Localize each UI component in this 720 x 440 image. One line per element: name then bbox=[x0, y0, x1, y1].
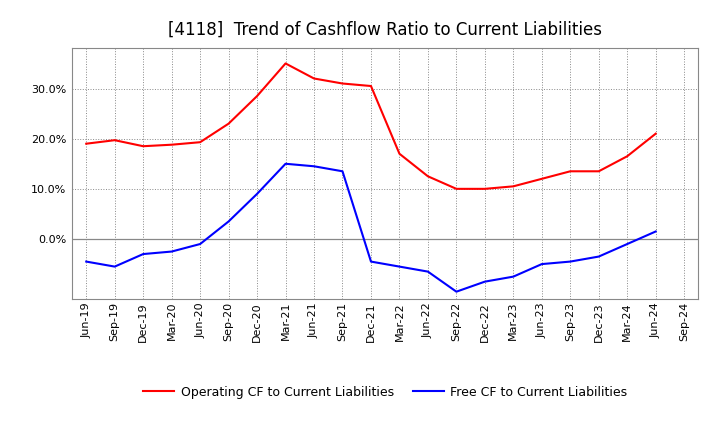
Operating CF to Current Liabilities bbox=[110, 138, 119, 143]
Legend: Operating CF to Current Liabilities, Free CF to Current Liabilities: Operating CF to Current Liabilities, Fre… bbox=[138, 381, 632, 403]
Operating CF to Current Liabilities bbox=[595, 169, 603, 174]
Operating CF to Current Liabilities bbox=[366, 83, 375, 88]
Free CF to Current Liabilities bbox=[595, 254, 603, 259]
Operating CF to Current Liabilities bbox=[338, 81, 347, 86]
Operating CF to Current Liabilities bbox=[167, 142, 176, 147]
Title: [4118]  Trend of Cashflow Ratio to Current Liabilities: [4118] Trend of Cashflow Ratio to Curren… bbox=[168, 21, 602, 39]
Operating CF to Current Liabilities bbox=[566, 169, 575, 174]
Free CF to Current Liabilities bbox=[282, 161, 290, 166]
Operating CF to Current Liabilities bbox=[480, 186, 489, 191]
Line: Operating CF to Current Liabilities: Operating CF to Current Liabilities bbox=[86, 63, 656, 189]
Free CF to Current Liabilities bbox=[623, 242, 631, 247]
Free CF to Current Liabilities bbox=[480, 279, 489, 284]
Operating CF to Current Liabilities bbox=[452, 186, 461, 191]
Operating CF to Current Liabilities bbox=[196, 139, 204, 145]
Free CF to Current Liabilities bbox=[566, 259, 575, 264]
Free CF to Current Liabilities bbox=[537, 261, 546, 267]
Free CF to Current Liabilities bbox=[139, 251, 148, 257]
Free CF to Current Liabilities bbox=[452, 289, 461, 294]
Operating CF to Current Liabilities bbox=[652, 131, 660, 136]
Operating CF to Current Liabilities bbox=[509, 184, 518, 189]
Free CF to Current Liabilities bbox=[167, 249, 176, 254]
Operating CF to Current Liabilities bbox=[82, 141, 91, 147]
Operating CF to Current Liabilities bbox=[537, 176, 546, 181]
Free CF to Current Liabilities bbox=[423, 269, 432, 274]
Free CF to Current Liabilities bbox=[366, 259, 375, 264]
Operating CF to Current Liabilities bbox=[423, 174, 432, 179]
Free CF to Current Liabilities bbox=[310, 164, 318, 169]
Free CF to Current Liabilities bbox=[110, 264, 119, 269]
Free CF to Current Liabilities bbox=[395, 264, 404, 269]
Free CF to Current Liabilities bbox=[196, 242, 204, 247]
Operating CF to Current Liabilities bbox=[139, 143, 148, 149]
Line: Free CF to Current Liabilities: Free CF to Current Liabilities bbox=[86, 164, 656, 292]
Free CF to Current Liabilities bbox=[509, 274, 518, 279]
Free CF to Current Liabilities bbox=[652, 229, 660, 234]
Free CF to Current Liabilities bbox=[253, 191, 261, 197]
Operating CF to Current Liabilities bbox=[253, 93, 261, 99]
Operating CF to Current Liabilities bbox=[310, 76, 318, 81]
Free CF to Current Liabilities bbox=[338, 169, 347, 174]
Operating CF to Current Liabilities bbox=[282, 61, 290, 66]
Operating CF to Current Liabilities bbox=[623, 154, 631, 159]
Operating CF to Current Liabilities bbox=[395, 151, 404, 156]
Free CF to Current Liabilities bbox=[82, 259, 91, 264]
Free CF to Current Liabilities bbox=[225, 219, 233, 224]
Operating CF to Current Liabilities bbox=[225, 121, 233, 126]
